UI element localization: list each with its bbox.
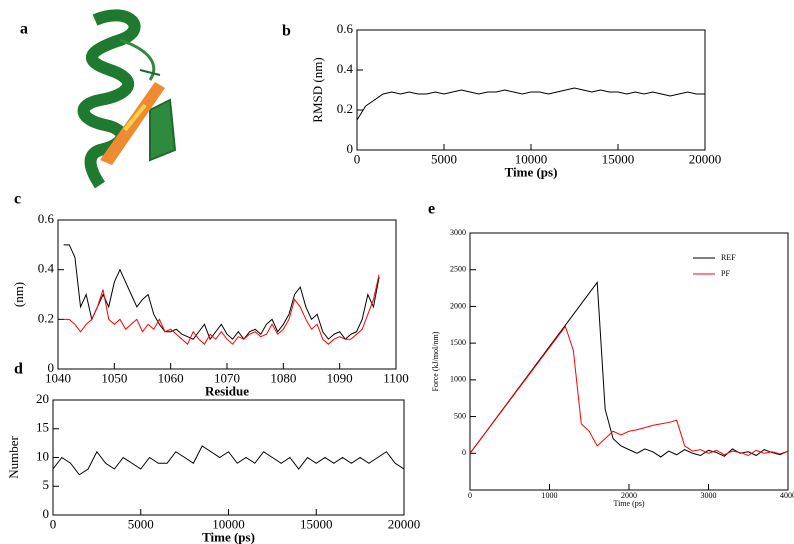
y-tick-label: 15 (36, 420, 49, 435)
x-tick-label: 1100 (383, 370, 409, 385)
y-tick-label: 10 (36, 448, 49, 463)
y-tick-label: 1500 (450, 338, 466, 347)
x-tick-label: 10000 (515, 151, 548, 166)
plot-frame (469, 232, 789, 491)
x-tick-label: 3000 (701, 491, 717, 500)
y-tick-label: 2500 (450, 265, 466, 274)
y-tick-label: 0 (48, 360, 55, 375)
x-axis-label: Residue (205, 383, 249, 398)
y-tick-label: 0 (347, 141, 354, 156)
data-line (52, 445, 405, 476)
chart: c 1040 1050 1060 1070 1080 1090 1100 0 0.2 0.4 0.6 R… (11, 191, 409, 399)
panel-label: a (20, 21, 28, 38)
y-tick-label: 0.6 (38, 211, 55, 226)
x-tick-label: 15000 (602, 151, 635, 166)
x-tick-label: 0 (354, 151, 361, 166)
y-tick-label: 0.4 (337, 61, 354, 76)
x-tick-label: 1090 (327, 370, 353, 385)
panel-label: e (428, 201, 435, 218)
y-axis-label: Force (kJ/mol/nm) (431, 331, 440, 391)
y-tick-label: 0.4 (38, 261, 55, 276)
panel-label: d (14, 361, 23, 378)
data-line (63, 244, 380, 341)
y-tick-label: 5 (43, 477, 50, 492)
x-tick-label: 1050 (101, 370, 127, 385)
x-tick-label: 10000 (212, 516, 245, 531)
plot-frame (57, 219, 397, 370)
x-tick-label: 0 (50, 516, 57, 531)
y-tick-label: 3000 (450, 228, 466, 237)
x-tick-label: 1000 (542, 491, 558, 500)
y-axis-label: Number (6, 436, 21, 479)
x-tick-label: 20000 (388, 516, 421, 531)
x-axis-label: Time (ps) (505, 164, 558, 179)
x-tick-label: 1070 (214, 370, 240, 385)
y-axis-label: RMSD (nm) (310, 57, 325, 122)
panel-label: b (282, 23, 291, 40)
legend-label: REF (721, 253, 736, 262)
data-line (63, 274, 380, 345)
y-tick-label: 0.2 (337, 101, 353, 116)
x-axis-label: Time (ps) (613, 499, 644, 508)
x-tick-label: 5000 (431, 151, 457, 166)
plot-frame (52, 399, 405, 516)
x-tick-label: 4000 (780, 491, 794, 500)
y-tick-label: 0.2 (38, 310, 54, 325)
y-tick-label: 0 (462, 448, 466, 457)
data-line (356, 87, 705, 121)
x-tick-label: 1080 (270, 370, 296, 385)
y-tick-label: 500 (454, 411, 466, 420)
x-tick-label: 5000 (128, 516, 154, 531)
x-tick-label: 2000 (621, 491, 637, 500)
y-axis-label: (nm) (11, 282, 26, 307)
protein-cartoon (77, 9, 177, 189)
y-tick-label: 2000 (450, 301, 466, 310)
x-tick-label: 0 (468, 491, 472, 500)
y-tick-label: 0 (43, 506, 50, 521)
panel-label: c (14, 191, 21, 208)
x-tick-label: 1060 (158, 370, 184, 385)
chart: e 0 1000 2000 3000 4000 0 500 1000 1500 2000 2500 30… (428, 201, 794, 509)
data-line (469, 325, 789, 457)
legend-label: PF (721, 269, 730, 278)
chart: b 0 5000 10000 15000 20000 0 0.2 0.4 0.6 Time (ps)… (282, 21, 721, 179)
x-tick-label: 20000 (689, 151, 722, 166)
y-tick-label: 20 (36, 391, 49, 406)
chart: d 0 5000 10000 15000 20000 0 5 10 15 20 Time (ps) Nu… (6, 361, 420, 544)
plot-frame (356, 29, 706, 151)
x-axis-label: Time (ps) (202, 529, 255, 544)
y-tick-label: 1000 (450, 375, 466, 384)
x-tick-label: 1040 (45, 370, 71, 385)
y-tick-label: 0.6 (337, 21, 354, 36)
x-tick-label: 15000 (300, 516, 333, 531)
